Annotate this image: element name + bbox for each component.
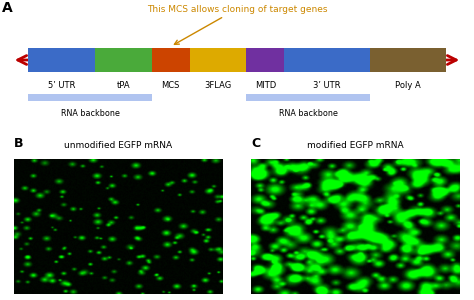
Bar — [95, 48, 152, 72]
Text: MCS: MCS — [162, 81, 180, 90]
Text: C: C — [251, 137, 260, 150]
Bar — [28, 48, 95, 72]
Text: modified EGFP mRNA: modified EGFP mRNA — [307, 141, 404, 150]
Text: tPA: tPA — [117, 81, 130, 90]
Bar — [152, 48, 190, 72]
Text: unmodified EGFP mRNA: unmodified EGFP mRNA — [64, 141, 173, 150]
Text: A: A — [2, 2, 13, 16]
Text: RNA backbone: RNA backbone — [61, 110, 119, 118]
Text: RNA backbone: RNA backbone — [279, 110, 337, 118]
Bar — [370, 48, 446, 72]
Text: MITD: MITD — [255, 81, 276, 90]
Bar — [190, 48, 246, 72]
Text: 5’ UTR: 5’ UTR — [48, 81, 75, 90]
Text: 3’ UTR: 3’ UTR — [313, 81, 341, 90]
Bar — [246, 94, 370, 100]
Text: 3FLAG: 3FLAG — [204, 81, 232, 90]
Bar — [246, 48, 284, 72]
Text: B: B — [14, 137, 24, 150]
Text: This MCS allows cloning of target genes: This MCS allows cloning of target genes — [147, 4, 327, 44]
Text: Poly A: Poly A — [395, 81, 420, 90]
Bar — [28, 94, 152, 100]
Bar — [284, 48, 370, 72]
